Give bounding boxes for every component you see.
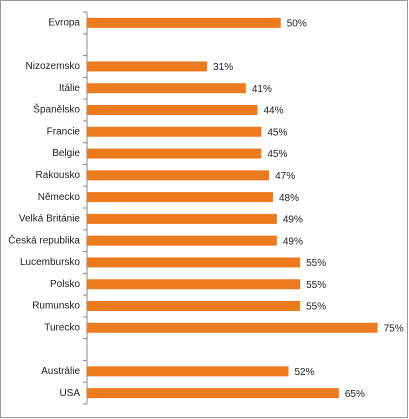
bar <box>87 192 273 203</box>
bar <box>87 279 301 290</box>
value-label: 48% <box>279 193 299 204</box>
y-tick-label: Lucembursko <box>20 257 80 268</box>
value-label: 41% <box>252 84 272 95</box>
value-label: 55% <box>306 302 326 313</box>
value-label: 49% <box>283 236 303 247</box>
y-tick-label: Německo <box>38 192 81 203</box>
value-label: 75% <box>384 323 404 334</box>
bar <box>87 322 378 333</box>
y-tick-label: Francie <box>47 126 81 137</box>
y-tick-label: Rumunsko <box>32 301 80 312</box>
bar <box>87 83 246 94</box>
value-label: 31% <box>213 62 233 73</box>
bar <box>87 235 277 246</box>
value-label: 47% <box>275 171 295 182</box>
value-label: 50% <box>287 19 307 30</box>
y-tick-label: Polsko <box>50 279 80 290</box>
y-tick-label: Nizozemsko <box>26 61 81 72</box>
bar <box>87 301 301 311</box>
value-label: 55% <box>306 280 326 291</box>
bar <box>87 148 262 159</box>
bar <box>87 126 262 137</box>
y-tick-label: Česká republika <box>8 233 80 246</box>
value-label: 45% <box>267 149 287 160</box>
value-label: 52% <box>295 367 315 378</box>
y-tick-label: Španělsko <box>33 103 80 116</box>
value-label: 49% <box>283 215 303 226</box>
bar <box>87 366 289 377</box>
bar <box>87 170 270 181</box>
bar <box>87 388 339 399</box>
y-tick-label: Itálie <box>59 83 81 94</box>
y-tick-label: Rakousko <box>36 170 81 181</box>
y-tick-label: Austrálie <box>41 366 80 377</box>
bar <box>87 61 208 72</box>
value-label: 65% <box>345 389 365 400</box>
y-tick-label: USA <box>59 388 80 399</box>
y-tick-label: Evropa <box>48 18 80 29</box>
y-tick-label: Velká Británie <box>19 214 81 225</box>
bar <box>87 213 277 224</box>
bar <box>87 17 281 28</box>
y-tick-label: Turecko <box>44 322 80 333</box>
value-label: 45% <box>267 127 287 138</box>
value-label: 44% <box>264 106 284 117</box>
y-tick-label: Belgie <box>52 148 80 159</box>
bar <box>87 105 258 115</box>
value-label: 55% <box>306 258 326 269</box>
bar <box>87 257 301 268</box>
